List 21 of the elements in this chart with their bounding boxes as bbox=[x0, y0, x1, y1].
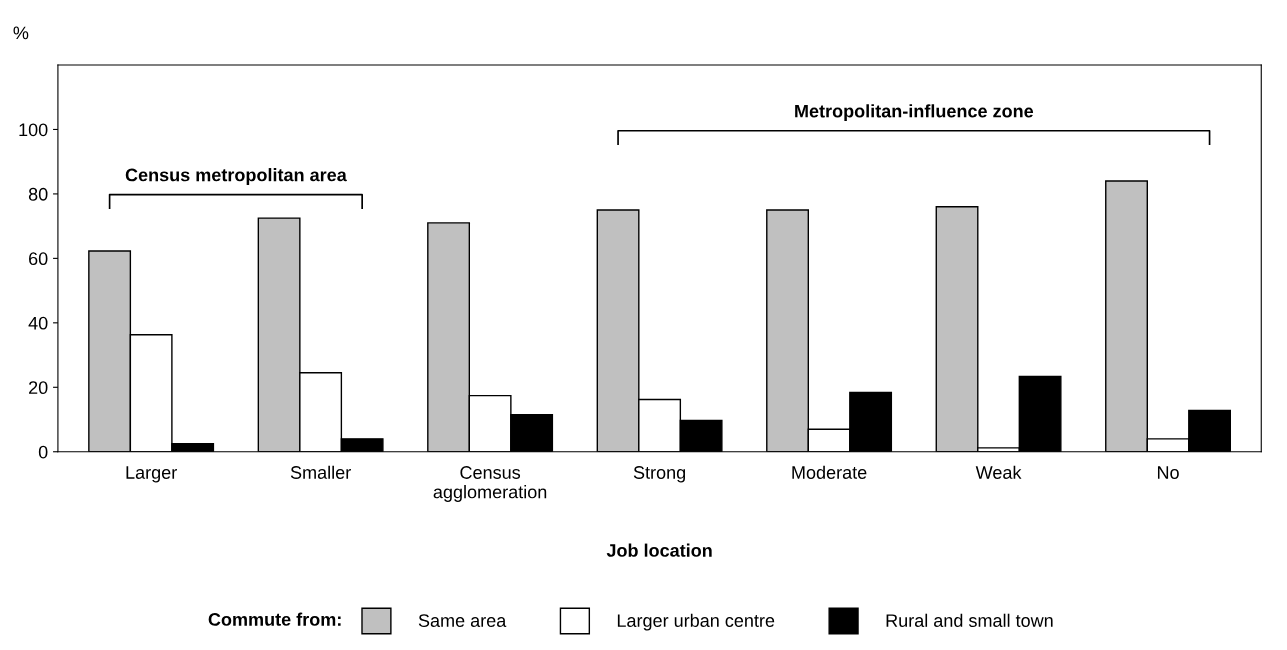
x-tick-label: Weak bbox=[975, 465, 1022, 479]
legend-label: Same area bbox=[418, 614, 507, 627]
x-tick-label: Smaller bbox=[290, 465, 351, 479]
y-tick-label: 60 bbox=[29, 252, 48, 266]
y-tick-label: 20 bbox=[29, 381, 48, 395]
legend-title: Commute from: bbox=[208, 612, 341, 626]
y-axis-title: % bbox=[13, 26, 29, 40]
legend-label: Rural and small town bbox=[886, 613, 1053, 627]
annotation: Metropolitan-influence zone bbox=[795, 104, 1034, 122]
x-tick-label: Moderate bbox=[792, 465, 867, 479]
x-tick-label: Strong bbox=[633, 466, 686, 483]
y-tick-label: 100 bbox=[19, 123, 48, 137]
x-tick-label: Census agglomeration bbox=[433, 466, 547, 502]
x-tick-label: No bbox=[1157, 466, 1179, 479]
x-tick-label: Larger bbox=[126, 466, 177, 483]
y-tick-label: 0 bbox=[38, 445, 48, 459]
y-tick-label: 80 bbox=[28, 187, 48, 201]
annotation: Census metropolitan area bbox=[125, 168, 347, 185]
x-axis-title: Job location bbox=[606, 543, 712, 557]
legend-label: Larger urban centre bbox=[617, 613, 775, 631]
y-tick-label: 40 bbox=[28, 316, 48, 330]
